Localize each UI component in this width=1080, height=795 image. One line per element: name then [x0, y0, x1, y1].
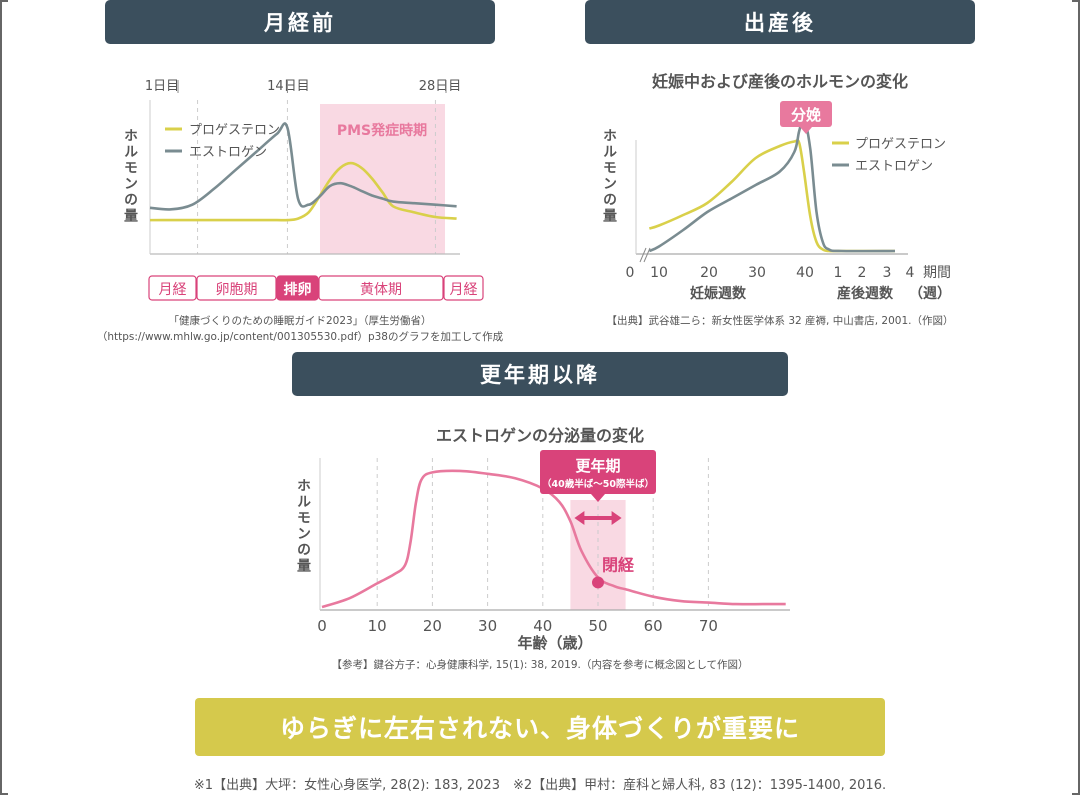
chart2-ylabel: ホルモンの量: [601, 128, 617, 224]
chart3-x-tick: 10: [368, 617, 387, 635]
phase-label: 卵胞期: [216, 282, 258, 298]
chart3-x-tick: 0: [317, 617, 327, 635]
chart2-x-tick-postpartum: 4: [906, 265, 915, 281]
phase-box: [443, 275, 484, 301]
chart3-title: エストロゲンの分泌量の変化: [435, 426, 644, 445]
menopause-arrow-head-right: [611, 511, 622, 525]
chart2-axis-break: [643, 247, 651, 263]
phase-label: 排卵: [284, 281, 312, 298]
chart2-xlabel-unit: 期間: [923, 265, 951, 281]
chart1-ylabel: ホルモンの量: [122, 128, 138, 224]
chart2-source: 【出典】武谷雄二ら：新女性医学体系 32 産褥, 中山書店, 2001.（作図）: [606, 315, 954, 327]
chart3-x-tick: 30: [478, 617, 497, 635]
chart1-source-line1: 「健康づくりのための睡眠ガイド2023」（厚生労働省）: [168, 315, 432, 327]
phase-box: [148, 275, 197, 301]
phase-label: 月経: [450, 282, 478, 298]
birth-marker-label: 分娩: [791, 106, 821, 124]
chart1-source: 「健康づくりのための睡眠ガイド2023」（厚生労働省） （https://www…: [0, 313, 600, 345]
chart1-source-line2: （https://www.mhlw.go.jp/content/00130553…: [96, 331, 504, 343]
chart3-x-tick: 20: [423, 617, 442, 635]
legend-estrogen-label: エストロゲン: [189, 145, 267, 160]
chart2-xlabel-postpartum: 産後週数: [837, 285, 894, 302]
menopause-point: [592, 576, 604, 589]
phase-box: [276, 275, 319, 301]
chart3-x-tick: 60: [644, 617, 663, 635]
phase-box: [196, 275, 277, 301]
chart2-x-tick-postpartum: 1: [834, 265, 843, 281]
postpartum-header-label: 出産後: [744, 11, 816, 35]
pms-shaded-region: [320, 104, 445, 254]
chart3-x-tick: 40: [533, 617, 552, 635]
menopause-arrow-head-left: [574, 511, 585, 525]
pms-region-label: PMS発症時期: [337, 122, 427, 139]
chart1-estrogen-line: [149, 122, 457, 211]
chart3-xlabel: 年齢（歳）: [517, 634, 592, 652]
menopause-label-box: [540, 450, 656, 494]
chart3-x-tick: 70: [699, 617, 718, 635]
chart2-xlabel-unit2: （週）: [909, 286, 951, 302]
birth-marker-pointer: [800, 127, 812, 134]
menopause-header-label: 更年期以降: [480, 363, 600, 387]
phase-label: 黄体期: [360, 281, 402, 298]
chart2-x-tick: 40: [796, 265, 814, 281]
chart1-top-tick-label: 14日目: [267, 79, 310, 94]
menopause-sublabel: （40歳半ば〜50際半ば）: [542, 478, 654, 490]
chart3-ylabel: ホルモンの量: [295, 478, 311, 574]
legend2-estrogen-label: エストロゲン: [855, 159, 933, 174]
chart2-x-tick-postpartum: 3: [883, 265, 892, 281]
premenstrual-header: 月経前: [105, 0, 495, 44]
conclusion-banner-text: ゆらぎに左右されない、身体づくりが重要に: [279, 714, 800, 743]
chart2-xlabel-pregnancy: 妊娠週数: [690, 285, 747, 302]
chart2-x-tick: 10: [650, 265, 668, 281]
menstrual-cycle-chart: PMS発症時期 1日目 14日目 28日目 プロゲステロン エストロゲン 月経 卵胞期…: [145, 79, 484, 301]
chart2-x-tick: 0: [626, 265, 635, 281]
left-frame-bracket: [0, 0, 8, 795]
birth-marker-box: [780, 101, 832, 127]
phase-label: 月経: [159, 282, 187, 298]
chart2-estrogen-line: [648, 117, 896, 253]
menopause-label: 更年期: [575, 457, 620, 475]
chart3-x-tick: 50: [588, 617, 607, 635]
phase-box: [318, 275, 444, 301]
right-frame-bracket: [1072, 0, 1080, 795]
chart2-title: 妊娠中および産後のホルモンの変化: [651, 72, 908, 91]
chart2-x-tick: 20: [700, 265, 718, 281]
chart3-source: 【参考】鍵谷方子：心身健康科学, 15(1): 38, 2019.（内容を参考に…: [331, 659, 749, 671]
menopause-point-label: 閉経: [602, 555, 635, 574]
chart2-x-tick-postpartum: 2: [858, 265, 867, 281]
chart1-top-tick-label: 1日目: [145, 79, 179, 94]
menopause-label-pointer: [591, 494, 605, 502]
chart2-x-tick: 30: [748, 265, 766, 281]
postpartum-hormone-chart: 0 10 20 30 40 1 2 3 4 分娩 プロゲステロン エストロゲン 妊娠週数 産後週…: [626, 101, 951, 302]
conclusion-banner: ゆらぎに左右されない、身体づくりが重要に: [195, 698, 885, 756]
chart2-axis-break: [639, 247, 647, 263]
legend2-progesterone-label: プロゲステロン: [855, 137, 946, 152]
chart1-top-tick-label: 28日目: [419, 79, 462, 94]
premenstrual-header-label: 月経前: [264, 11, 336, 35]
menopause-header: 更年期以降: [292, 352, 788, 396]
legend-progesterone-label: プロゲステロン: [189, 123, 280, 138]
postpartum-header: 出産後: [585, 0, 975, 44]
footnote: ※1【出典】大坪：女性心身医学, 28(2): 183, 2023 ※2【出典】…: [193, 778, 887, 793]
